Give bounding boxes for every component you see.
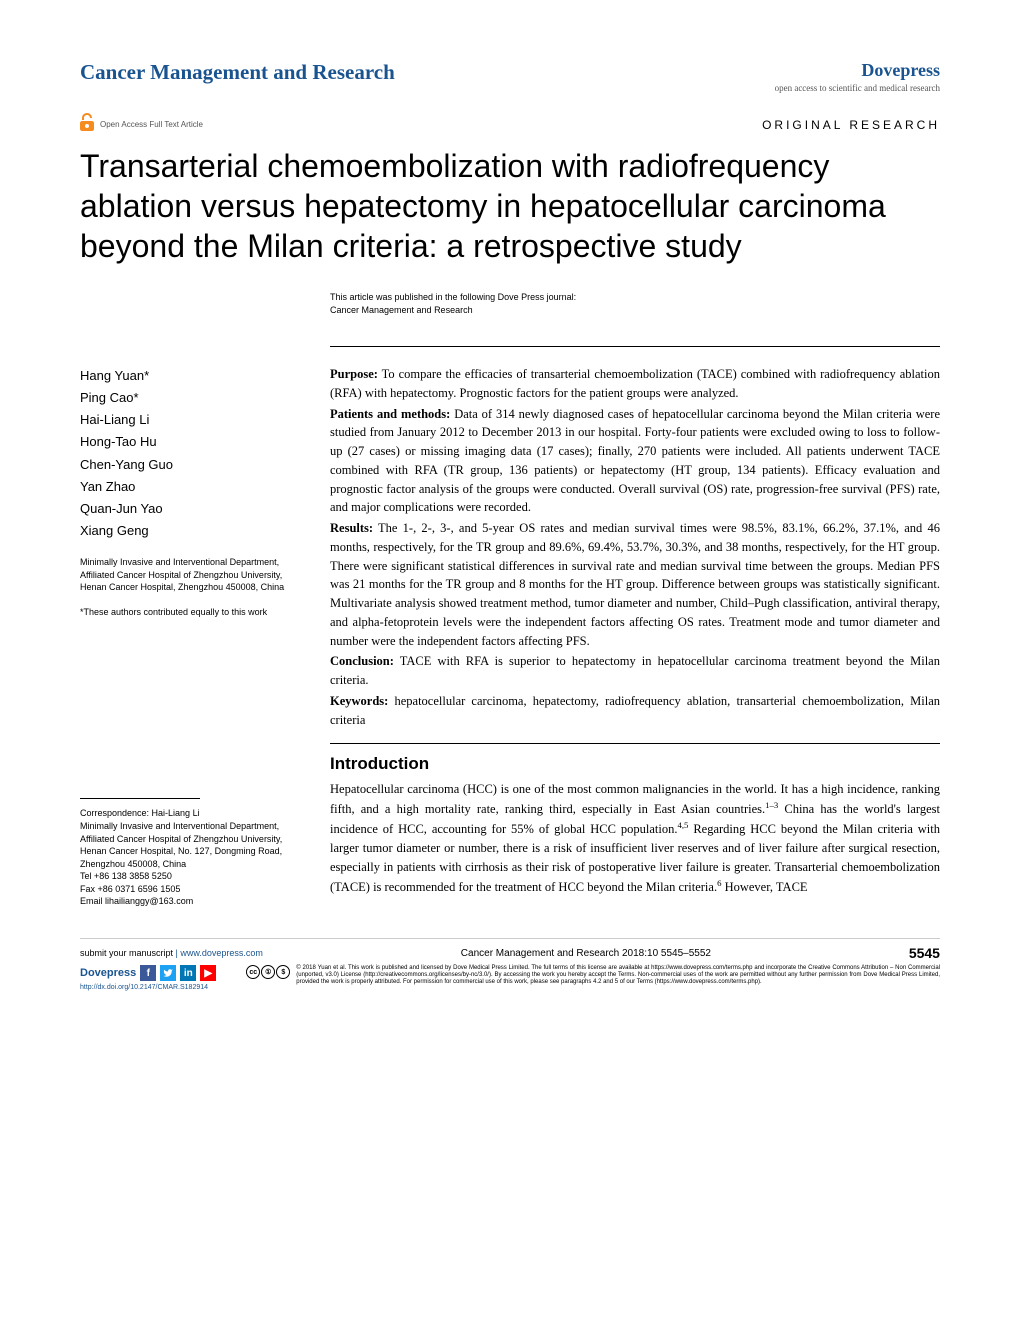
purpose-text: To compare the efficacies of transarteri…: [330, 367, 940, 400]
nc-icon: $: [276, 965, 290, 979]
purpose-label: Purpose:: [330, 367, 378, 381]
author: Xiang Geng: [80, 520, 300, 542]
correspondence-email: Email lihailianggy@163.com: [80, 895, 300, 908]
equal-contribution-note: *These authors contributed equally to th…: [80, 606, 300, 619]
license-text: © 2018 Yuan et al. This work is publishe…: [296, 965, 940, 987]
social-row: Dovepress f in ▶: [80, 965, 216, 981]
author: Quan-Jun Yao: [80, 498, 300, 520]
footer-row-1: submit your manuscript | www.dovepress.c…: [80, 945, 940, 961]
correspondence-label: Correspondence: Hai-Liang Li: [80, 807, 300, 820]
cc-icon: cc: [246, 965, 260, 979]
dovepress-footer-logo: Dovepress: [80, 967, 136, 979]
citation-ref: 4,5: [677, 820, 688, 830]
author: Hong-Tao Hu: [80, 431, 300, 453]
publisher-logo: Dovepress: [775, 60, 940, 81]
divider-top: [330, 346, 940, 347]
correspondence-fax: Fax +86 0371 6596 1505: [80, 883, 300, 896]
open-access-icon: [80, 113, 94, 136]
methods-text: Data of 314 newly diagnosed cases of hep…: [330, 407, 940, 515]
submit-label: submit your manuscript: [80, 948, 173, 958]
open-access-label: Open Access Full Text Article: [100, 120, 203, 129]
intro-text: However, TACE: [721, 880, 807, 894]
conclusion-text: TACE with RFA is superior to hepatectomy…: [330, 654, 940, 687]
content-row: Hang Yuan* Ping Cao* Hai-Liang Li Hong-T…: [80, 365, 940, 908]
author: Hai-Liang Li: [80, 409, 300, 431]
keywords-label: Keywords:: [330, 694, 388, 708]
section-divider: [330, 743, 940, 744]
cc-badge: cc ① $: [246, 965, 290, 987]
keywords-text: hepatocellular carcinoma, hepatectomy, r…: [330, 694, 940, 727]
footer: submit your manuscript | www.dovepress.c…: [80, 938, 940, 991]
results-text: The 1-, 2-, 3-, and 5-year OS rates and …: [330, 521, 940, 648]
article-title: Transarterial chemoembolization with rad…: [80, 146, 940, 266]
article-type: ORIGINAL RESEARCH: [762, 118, 940, 132]
social-block: Dovepress f in ▶ http://dx.doi.org/10.21…: [80, 965, 216, 991]
intro-body: Hepatocellular carcinoma (HCC) is one of…: [330, 780, 940, 896]
conclusion-label: Conclusion:: [330, 654, 394, 668]
citation-ref: 1–3: [765, 800, 778, 810]
correspondence-dept: Minimally Invasive and Interventional De…: [80, 820, 300, 870]
pub-note-line1: This article was published in the follow…: [330, 291, 940, 304]
correspondence-tel: Tel +86 138 3858 5250: [80, 870, 300, 883]
abstract: Purpose: To compare the efficacies of tr…: [330, 365, 940, 729]
meta-row: Open Access Full Text Article ORIGINAL R…: [80, 113, 940, 136]
footer-citation: Cancer Management and Research 2018:10 5…: [461, 948, 711, 959]
header: Cancer Management and Research Dovepress…: [80, 60, 940, 93]
correspondence-divider: [80, 798, 200, 799]
author: Yan Zhao: [80, 476, 300, 498]
facebook-icon[interactable]: f: [140, 965, 156, 981]
main-column: Purpose: To compare the efficacies of tr…: [330, 365, 940, 908]
license-block: cc ① $ © 2018 Yuan et al. This work is p…: [246, 965, 940, 987]
linkedin-icon[interactable]: in: [180, 965, 196, 981]
author: Hang Yuan*: [80, 365, 300, 387]
by-icon: ①: [261, 965, 275, 979]
open-access-badge: Open Access Full Text Article: [80, 113, 203, 136]
publication-note: This article was published in the follow…: [330, 291, 940, 316]
submit-url[interactable]: | www.dovepress.com: [173, 948, 263, 958]
twitter-icon[interactable]: [160, 965, 176, 981]
correspondence-block: Correspondence: Hai-Liang Li Minimally I…: [80, 798, 300, 908]
author-list: Hang Yuan* Ping Cao* Hai-Liang Li Hong-T…: [80, 365, 300, 542]
author: Chen-Yang Guo: [80, 454, 300, 476]
doi-link[interactable]: http://dx.doi.org/10.2147/CMAR.S182914: [80, 984, 216, 991]
youtube-icon[interactable]: ▶: [200, 965, 216, 981]
pub-note-line2: Cancer Management and Research: [330, 304, 940, 317]
publisher-tagline: open access to scientific and medical re…: [775, 83, 940, 93]
journal-name: Cancer Management and Research: [80, 60, 395, 85]
results-label: Results:: [330, 521, 373, 535]
methods-label: Patients and methods:: [330, 407, 450, 421]
page-number: 5545: [909, 945, 940, 961]
footer-row-2: Dovepress f in ▶ http://dx.doi.org/10.21…: [80, 965, 940, 991]
author: Ping Cao*: [80, 387, 300, 409]
publisher-block: Dovepress open access to scientific and …: [775, 60, 940, 93]
affiliation: Minimally Invasive and Interventional De…: [80, 556, 300, 594]
submit-manuscript: submit your manuscript | www.dovepress.c…: [80, 948, 263, 958]
intro-heading: Introduction: [330, 754, 940, 774]
sidebar: Hang Yuan* Ping Cao* Hai-Liang Li Hong-T…: [80, 365, 300, 908]
